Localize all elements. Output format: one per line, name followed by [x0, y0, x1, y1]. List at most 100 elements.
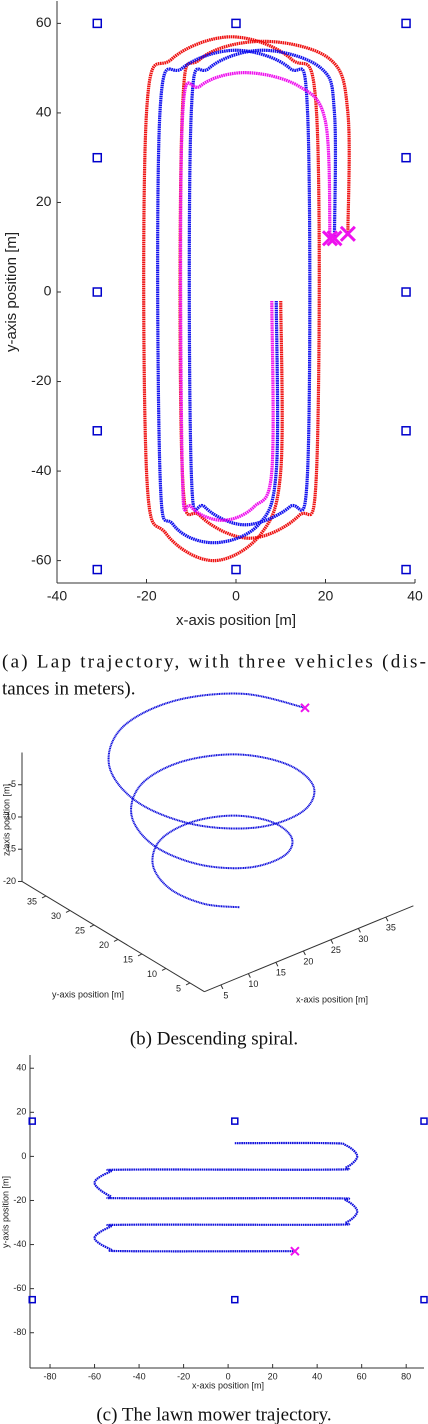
y-tick-label: 0	[21, 1151, 26, 1161]
caption: (c) The lawn mower trajectory.	[96, 1404, 331, 1424]
x-axis-label: x-axis position [m]	[296, 994, 368, 1004]
x-tick	[302, 950, 306, 956]
y-tick	[185, 982, 191, 986]
x-tick	[357, 928, 361, 933]
x-tick	[247, 973, 251, 978]
y-tick-label: 35	[27, 896, 37, 906]
beacon	[28, 1295, 36, 1304]
beacon	[420, 1117, 428, 1125]
y-tick-label: -60	[13, 1283, 26, 1293]
y-tick-label: 40	[16, 1063, 26, 1073]
beacon	[231, 1117, 239, 1125]
y-tick-label: -20	[13, 1195, 26, 1205]
trajectory	[142, 35, 351, 563]
x-tick-label: -80	[44, 1371, 57, 1381]
caption: (a) Lap trajectory, with three vehicles …	[2, 651, 426, 672]
y-tick	[113, 939, 119, 942]
x-tick-label: -40	[47, 588, 67, 604]
trajectory	[156, 48, 338, 545]
y-tick-label: 20	[16, 1107, 26, 1117]
axis-line	[21, 881, 205, 993]
x-tick	[220, 984, 224, 990]
beacon	[401, 152, 411, 163]
beacon	[401, 18, 411, 29]
x-tick-label: 0	[232, 588, 240, 604]
beacon	[231, 1295, 239, 1304]
beacon	[231, 564, 241, 575]
x-tick-label: 20	[303, 956, 313, 966]
axis-line	[204, 905, 414, 993]
y-tick	[137, 953, 143, 957]
vehicle-marker	[326, 230, 343, 247]
z-axis-label: z-axis position [m]	[1, 784, 11, 856]
x-tick-label: -60	[88, 1371, 101, 1381]
y-axis-label: y-axis position [m]	[52, 989, 124, 999]
y-tick-label: 30	[51, 911, 61, 921]
z-tick-label: -10	[3, 811, 16, 821]
beacon	[231, 18, 241, 29]
y-tick-label: 20	[99, 940, 109, 950]
x-tick-label: 80	[401, 1371, 411, 1381]
x-tick-label: 0	[226, 1371, 231, 1381]
y-axis-label: y-axis position [m]	[0, 1176, 10, 1248]
y-tick	[161, 968, 167, 971]
beacon	[401, 426, 411, 436]
caption: tances in meters).	[2, 678, 135, 699]
caption: (b) Descending spiral.	[130, 1028, 298, 1049]
x-tick-label: -40	[133, 1371, 146, 1381]
x-tick-label: -20	[177, 1371, 190, 1381]
z-tick-label: -20	[3, 876, 16, 886]
x-tick	[275, 962, 279, 967]
x-tick-label: 40	[312, 1371, 322, 1381]
x-tick-label: 40	[407, 588, 423, 604]
z-tick-label: -15	[3, 844, 16, 854]
beacon	[92, 426, 103, 436]
beacon	[401, 287, 411, 297]
x-axis-label: x-axis position [m]	[192, 1380, 264, 1390]
x-tick	[385, 916, 389, 922]
y-tick	[89, 924, 95, 928]
y-tick-label: 60	[36, 14, 52, 30]
vehicle-marker	[321, 230, 339, 247]
beacon	[92, 152, 103, 163]
x-tick-label: 25	[331, 945, 341, 955]
x-tick	[330, 939, 334, 944]
y-tick-label: 40	[36, 104, 52, 120]
x-tick-label: -20	[136, 588, 156, 604]
x-tick-label: 10	[248, 979, 258, 989]
beacon	[420, 1295, 428, 1304]
y-tick	[65, 910, 71, 913]
x-tick-label: 35	[386, 922, 396, 932]
x-tick-label: 60	[357, 1371, 367, 1381]
x-tick-label: 5	[223, 990, 228, 1000]
y-tick-label: -80	[13, 1327, 26, 1337]
y-tick-label: -40	[31, 462, 51, 478]
y-tick-label: 10	[147, 969, 157, 979]
vehicle-marker	[339, 225, 356, 242]
y-tick-label: 5	[176, 983, 181, 993]
trajectory	[107, 692, 316, 909]
x-tick-label: 30	[358, 934, 368, 944]
x-tick-label: 20	[268, 1371, 278, 1381]
y-tick	[41, 895, 47, 899]
beacon	[92, 18, 103, 29]
beacon	[92, 287, 103, 297]
trajectory	[178, 71, 332, 522]
y-tick-label: 15	[123, 954, 133, 964]
y-tick-label: -60	[31, 551, 51, 567]
y-tick-label: 25	[75, 925, 85, 935]
x-axis-label: x-axis position [m]	[176, 612, 296, 629]
y-axis-label: y-axis position [m]	[3, 232, 20, 352]
x-tick-label: 15	[276, 968, 286, 978]
beacon	[401, 564, 411, 575]
vehicle-marker	[300, 703, 310, 713]
vehicle-marker	[290, 1246, 300, 1256]
x-tick-label: 20	[318, 588, 334, 604]
y-tick-label: -20	[31, 372, 51, 388]
beacon	[28, 1117, 36, 1125]
z-tick-label: -5	[8, 779, 16, 789]
y-tick-label: -40	[13, 1239, 26, 1249]
y-tick-label: 20	[36, 193, 52, 209]
